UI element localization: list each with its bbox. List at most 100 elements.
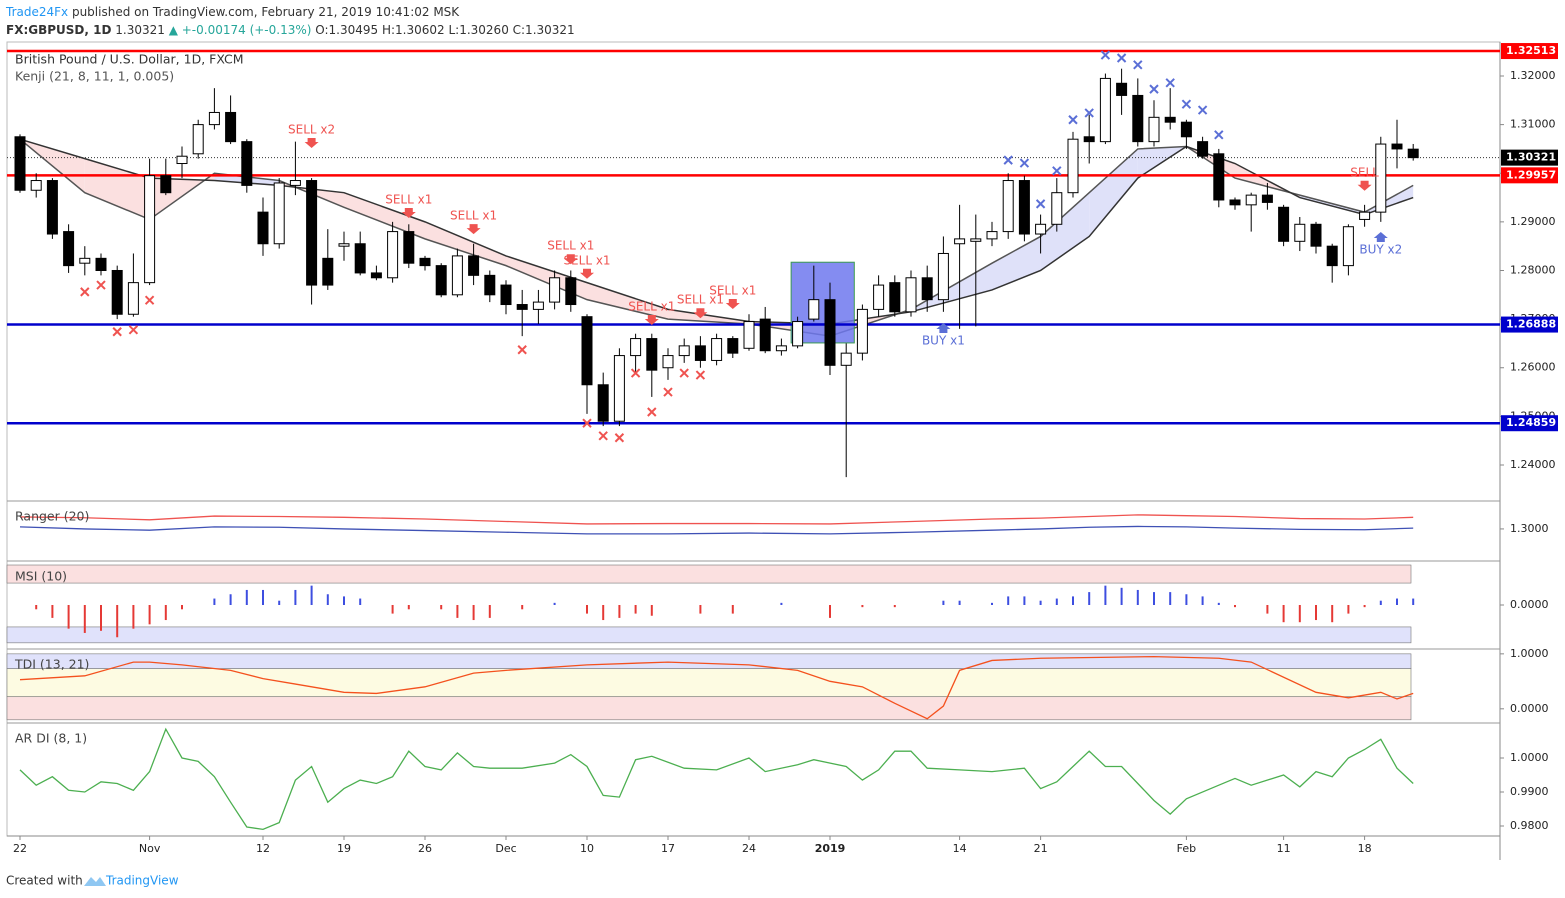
candle-body — [970, 238, 982, 242]
candle-body — [30, 180, 42, 191]
signal-arrow — [401, 208, 416, 219]
signal-cross — [112, 327, 122, 337]
chart-title: British Pound / U.S. Dollar, 1D, FXCM — [15, 52, 244, 67]
candle-body — [743, 321, 755, 349]
panel-band — [6, 668, 1412, 698]
y-tick-label: 1.32000 — [1510, 69, 1556, 82]
x-tick-label: 14 — [953, 842, 967, 855]
candle-body — [808, 299, 820, 320]
signal-cross — [144, 295, 155, 305]
candle-body — [694, 345, 706, 361]
signal-cross — [630, 368, 641, 378]
candle-body — [1342, 226, 1354, 267]
candle-body — [160, 175, 172, 194]
price-tag-label: 1.29957 — [1506, 168, 1556, 181]
candle-body — [986, 231, 998, 240]
candle-body — [549, 277, 561, 303]
x-tick-label: 17 — [661, 842, 675, 855]
candle-body — [403, 231, 415, 264]
candle-body — [1375, 143, 1387, 213]
candle-body — [1391, 143, 1403, 150]
panel-band — [6, 564, 1412, 584]
candle-body — [111, 269, 123, 315]
signal-arrow — [644, 315, 659, 326]
signal-arrow — [1357, 180, 1372, 191]
signal-label: BUY x1 — [922, 333, 965, 347]
y-tick-label: 1.3000 — [1510, 522, 1549, 535]
panel-band — [6, 653, 1412, 669]
header-line-1: Trade24Fx published on TradingView.com, … — [5, 5, 460, 19]
footer-logo — [84, 877, 106, 886]
candle-body — [905, 277, 917, 313]
candle-body — [370, 272, 382, 279]
kenji-cloud — [1040, 192, 1090, 271]
y-tick-label: 1.31000 — [1510, 118, 1556, 131]
kenji-cloud — [344, 192, 425, 239]
candle-body — [1310, 223, 1322, 247]
candle-body — [1407, 148, 1419, 159]
candle-body — [1326, 245, 1338, 267]
candle-body — [678, 345, 690, 357]
signal-arrow — [563, 254, 578, 265]
kenji-cloud — [1089, 148, 1138, 237]
candle-body — [1261, 194, 1273, 203]
candle-body — [646, 338, 658, 371]
header-line-2: FX:GBPUSD, 1D 1.30321 ▲ +-0.00174 (+-0.1… — [6, 23, 575, 37]
candle-body — [176, 155, 188, 165]
x-tick-label: 26 — [418, 842, 432, 855]
y-tick-label: 0.9800 — [1510, 819, 1549, 832]
indicator-line — [19, 514, 1414, 525]
signal-cross — [80, 287, 90, 297]
kenji-cloud — [992, 236, 1041, 290]
candle-body — [727, 338, 739, 354]
signal-cross — [1165, 78, 1175, 88]
footer-created: Created with — [6, 874, 83, 888]
candle-body — [1359, 211, 1371, 220]
signal-cross — [1197, 105, 1208, 115]
panel-title: TDI (13, 21) — [14, 657, 89, 672]
x-tick-label: 18 — [1358, 842, 1372, 855]
signal-label: SELL x1 — [547, 239, 594, 253]
signal-cross — [1149, 84, 1159, 94]
x-tick-label: Feb — [1177, 842, 1196, 855]
signal-arrow — [936, 322, 951, 333]
candle-body — [1245, 194, 1257, 206]
y-tick-label: 1.26000 — [1510, 361, 1556, 374]
candle-body — [613, 355, 625, 422]
candle-body — [1035, 223, 1047, 235]
signal-cross — [695, 370, 706, 380]
candle-body — [1051, 192, 1063, 225]
signal-cross — [647, 407, 657, 417]
signal-label: SELL x1 — [709, 283, 756, 297]
candle-body — [1002, 180, 1014, 233]
candle-body — [516, 304, 528, 310]
y-tick-label: 0.9900 — [1510, 785, 1549, 798]
x-tick-label: 10 — [580, 842, 594, 855]
y-tick-label: 1.0000 — [1510, 647, 1549, 660]
signal-label: SELL x1 — [628, 300, 675, 314]
candle-body — [1083, 136, 1095, 143]
candle-body — [273, 182, 285, 245]
candle-body — [630, 338, 642, 357]
candle-body — [387, 231, 399, 279]
signal-label: SELL x2 — [288, 123, 335, 137]
candle-body — [322, 257, 334, 286]
candle-body — [1229, 199, 1241, 206]
candle-body — [225, 111, 237, 143]
candle-body — [889, 282, 901, 313]
candle-body — [451, 255, 463, 296]
signal-cross — [1100, 50, 1111, 60]
signal-cross — [1116, 53, 1127, 63]
kenji-cloud — [587, 282, 668, 320]
kenji-cloud — [425, 221, 506, 266]
candle-body — [1164, 116, 1176, 123]
candle-body — [1132, 94, 1144, 143]
candle-body — [14, 136, 26, 191]
candle-body — [468, 255, 480, 276]
candle-body — [873, 284, 885, 310]
signal-cross — [663, 387, 673, 397]
candle-body — [484, 274, 496, 296]
candle-body — [306, 180, 318, 286]
kenji-cloud — [279, 180, 344, 208]
